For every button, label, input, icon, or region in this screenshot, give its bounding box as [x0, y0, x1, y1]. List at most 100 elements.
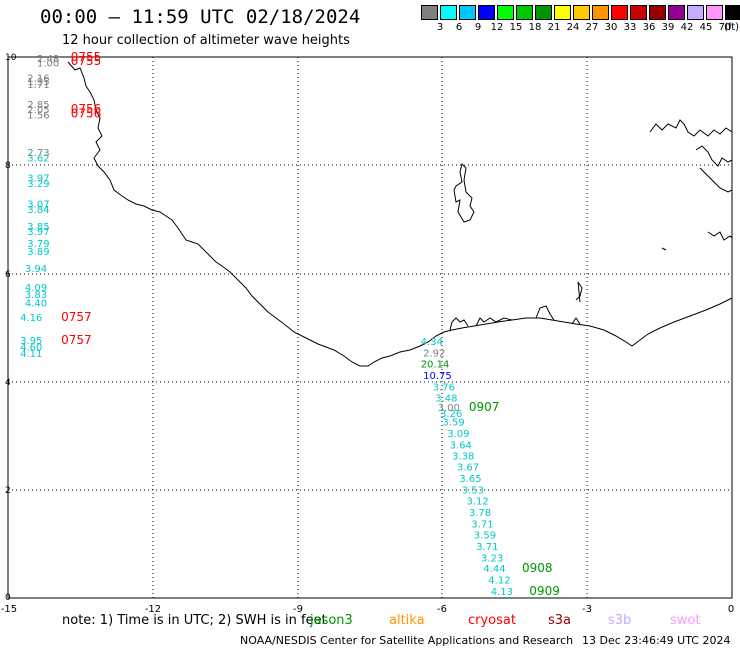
- wave-height-label: 3.94: [25, 264, 47, 275]
- legend-label: 21: [547, 22, 561, 33]
- wave-height-label: 4.11: [20, 349, 42, 360]
- wave-height-label: 4.09: [25, 283, 47, 294]
- pass-time-label: 0757: [61, 333, 92, 347]
- wave-height-label: 3.38: [452, 452, 474, 463]
- legend-swatch: [687, 5, 704, 20]
- y-tick-label: 2: [5, 486, 11, 496]
- wave-height-label: 4.34: [421, 337, 443, 348]
- legend-label: 42: [680, 22, 694, 33]
- y-tick-label: 6: [5, 270, 11, 280]
- pass-time-label: 0755: [71, 54, 102, 68]
- legend-swatch: [668, 5, 685, 20]
- wave-height-label: 4.44: [483, 564, 505, 575]
- wave-height-label: 10.75: [423, 371, 452, 382]
- legend-label: 9: [474, 22, 482, 33]
- y-tick-label: 0: [5, 593, 11, 603]
- legend-swatch: [459, 5, 476, 20]
- wave-height-label: 3.62: [27, 154, 49, 165]
- wave-height-label: 2.73: [27, 148, 49, 159]
- legend-swatch: [535, 5, 552, 20]
- satellite-label-jason3: jason3: [310, 613, 353, 628]
- legend-swatch: [497, 5, 514, 20]
- wave-height-label: 3.48: [435, 393, 457, 404]
- pass-time-label: 0909: [529, 584, 560, 598]
- x-tick-label: 0: [728, 604, 734, 615]
- legend-label: 18: [528, 22, 542, 33]
- wave-height-label: 3.64: [450, 440, 472, 451]
- wave-height-label: 20.14: [421, 360, 450, 371]
- x-tick-label: -9: [293, 604, 303, 615]
- wave-height-label: 3.59: [474, 531, 496, 542]
- legend-swatch: [649, 5, 666, 20]
- wave-height-label: 2.16: [27, 74, 49, 85]
- legend-swatch: [478, 5, 495, 20]
- legend-label: 24: [566, 22, 580, 33]
- credit-line: NOAA/NESDIS Center for Satellite Applica…: [240, 634, 574, 647]
- chart-title: 00:00 — 11:59 UTC 02/18/2024: [40, 6, 361, 28]
- wave-height-label: 3.79: [27, 239, 49, 250]
- wave-height-label: 3.78: [469, 508, 491, 519]
- legend-swatch: [516, 5, 533, 20]
- x-tick-label: -12: [145, 604, 161, 615]
- legend-swatch: [421, 5, 438, 20]
- y-tick-label: 10: [5, 53, 17, 63]
- legend-swatch: [573, 5, 590, 20]
- legend-label: 70: [718, 22, 732, 33]
- wave-height-label: 3.89: [27, 247, 49, 258]
- satellite-label-swot: swot: [670, 613, 701, 628]
- satellite-label-s3b: s3b: [608, 613, 632, 628]
- chart-subtitle: 12 hour collection of altimeter wave hei…: [62, 33, 350, 48]
- wave-height-label: 4.40: [25, 299, 47, 310]
- wave-height-label: 2.05: [27, 105, 49, 116]
- wave-height-label: 3.84: [27, 205, 49, 216]
- wave-height-label: 3.76: [433, 383, 455, 394]
- wave-height-label: 1.95: [27, 77, 49, 88]
- wave-height-label: 1.71: [27, 80, 49, 91]
- x-tick-label: -15: [1, 604, 17, 615]
- satellite-label-cryosat: cryosat: [468, 613, 516, 628]
- wave-height-label: 3.07: [27, 200, 49, 211]
- y-tick-label: 4: [5, 378, 11, 388]
- wave-height-label: 3.97: [27, 174, 49, 185]
- legend-label: 36: [642, 22, 656, 33]
- legend-label: 39: [661, 22, 675, 33]
- wave-height-label: 4.16: [20, 313, 42, 324]
- wave-height-label: 3.59: [442, 418, 464, 429]
- wave-height-label: 3.71: [471, 519, 493, 530]
- wave-height-label: 3.29: [27, 179, 49, 190]
- map-grid: [8, 57, 732, 598]
- wave-height-label: 3.12: [467, 497, 489, 508]
- legend-label: 6: [455, 22, 463, 33]
- map-frame: [7, 56, 733, 599]
- pass-time-label: 0907: [469, 400, 500, 414]
- timestamp: 13 Dec 23:46:49 UTC 2024: [582, 634, 731, 647]
- wave-height-label: 2.48: [37, 54, 59, 65]
- pass-time-label: 0908: [522, 561, 553, 575]
- legend-label: 12: [490, 22, 504, 33]
- x-tick-label: -3: [582, 604, 592, 615]
- legend-swatch: [554, 5, 571, 20]
- wave-height-label: 1.00: [37, 58, 59, 69]
- footer-note: note: 1) Time is in UTC; 2) SWH is in fe…: [62, 613, 327, 628]
- legend-label: 30: [604, 22, 618, 33]
- wave-height-label: 3.00: [438, 403, 460, 414]
- wave-height-label: 3.53: [462, 485, 484, 496]
- pass-time-label: 0756: [71, 102, 102, 116]
- satellite-label-s3a: s3a: [548, 613, 572, 628]
- x-axis-labels: -15 -12 -9 -6 -3 0: [1, 604, 734, 615]
- wave-height-label: 3.67: [457, 463, 479, 474]
- legend-swatch: [725, 5, 740, 20]
- legend-label: 33: [623, 22, 637, 33]
- pass-time-label: 0756: [71, 106, 102, 120]
- wave-height-label: 3.97: [27, 227, 49, 238]
- wave-height-label: 4.60: [20, 342, 42, 353]
- wave-height-label: 3.23: [481, 553, 503, 564]
- wave-height-label: 2.85: [27, 100, 49, 111]
- wave-height-label: 4.12: [488, 576, 510, 587]
- wave-height-label: 3.09: [447, 429, 469, 440]
- wave-height-label: 3.65: [459, 474, 481, 485]
- pass-time-label: 0755: [71, 50, 102, 64]
- satellite-label-altika: altika: [389, 613, 425, 628]
- y-tick-label: 8: [5, 161, 11, 171]
